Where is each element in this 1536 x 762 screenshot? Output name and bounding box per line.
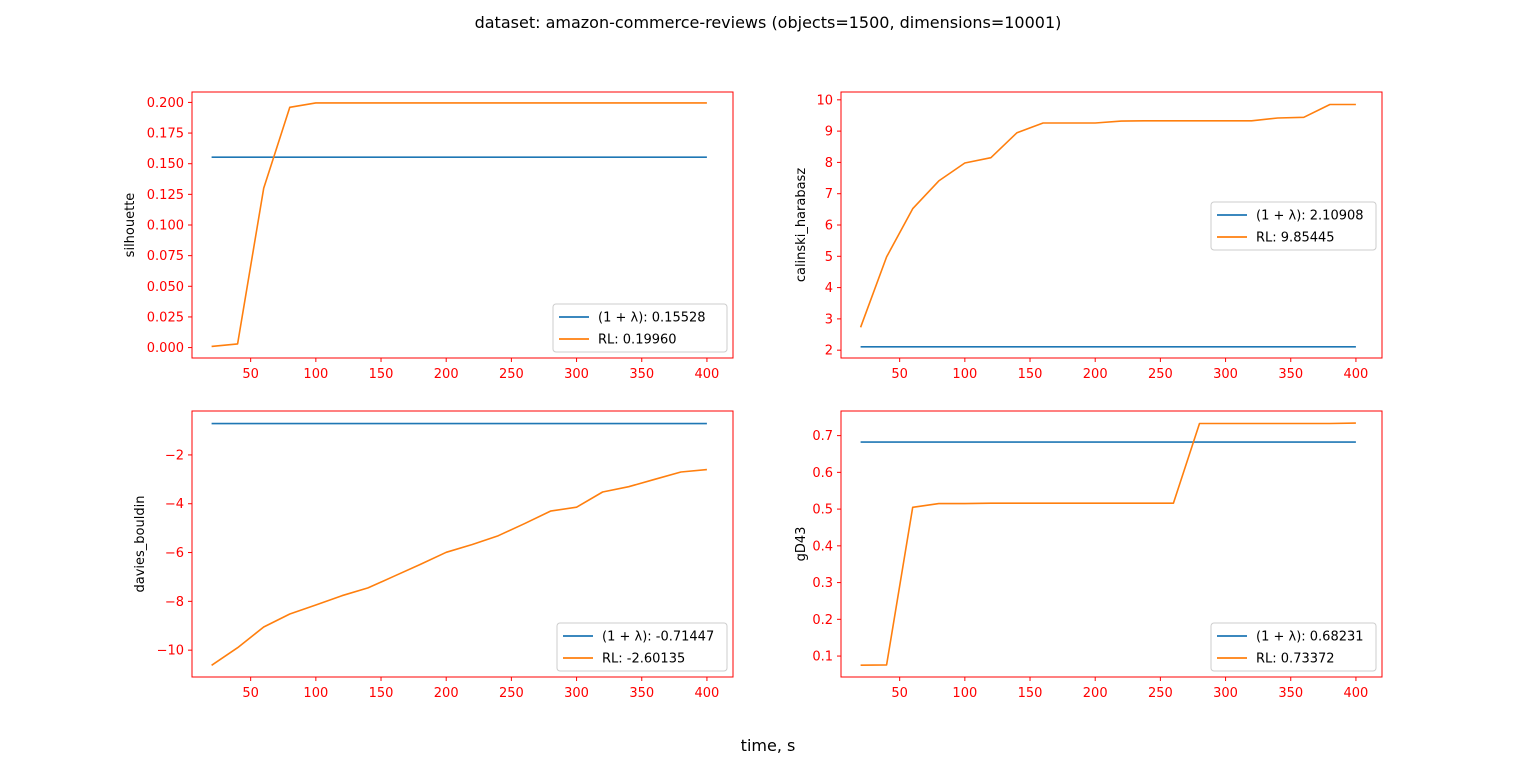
x-tick-label: 100 — [952, 367, 977, 382]
y-tick-label: 9 — [825, 125, 833, 140]
y-tick-label: 0.7 — [812, 429, 833, 444]
y-tick-label: 6 — [825, 219, 833, 234]
legend-entry: (1 + λ): 0.68231 — [1256, 630, 1364, 645]
legend: (1 + λ): 2.10908 RL: 9.85445 — [1210, 201, 1377, 251]
x-tick-label: 150 — [369, 367, 394, 382]
x-tick-label: 350 — [1278, 686, 1303, 701]
legend-entry: (1 + λ): 2.10908 — [1256, 209, 1364, 224]
x-tick-label: 150 — [369, 686, 394, 701]
x-tick-label: 250 — [499, 367, 524, 382]
x-tick-label: 350 — [629, 686, 654, 701]
y-tick-label: −6 — [165, 546, 184, 561]
y-tick-label: 0.125 — [147, 188, 184, 203]
legend: (1 + λ): 0.68231 RL: 0.73372 — [1210, 622, 1377, 672]
legend-box — [556, 622, 728, 672]
axes-frame — [840, 410, 1383, 678]
y-tick-label: 2 — [825, 344, 833, 359]
subplots: 50 100 150 200 250 300 350 4000.0000.0250.0500.… — [123, 91, 1383, 701]
x-tick-label: 400 — [1344, 686, 1369, 701]
legend: (1 + λ): 0.15528 RL: 0.19960 — [552, 303, 728, 353]
legend-entry: RL: 0.73372 — [1256, 652, 1335, 667]
x-tick-label: 250 — [1148, 686, 1173, 701]
x-tick-label: 300 — [1213, 367, 1238, 382]
legend-entry: RL: 0.19960 — [598, 333, 677, 348]
y-tick-label: 0.200 — [147, 96, 184, 111]
y-tick-label: 0.1 — [812, 650, 833, 665]
legend-box — [552, 303, 728, 353]
y-tick-label: 0.100 — [147, 219, 184, 234]
y-tick-label: 0.6 — [812, 466, 833, 481]
y-tick-label: 0.075 — [147, 249, 184, 264]
x-tick-label: 350 — [1278, 367, 1303, 382]
y-tick-label: 0.050 — [147, 280, 184, 295]
y-tick-label: −8 — [165, 595, 184, 610]
y-tick-label: 5 — [825, 250, 833, 265]
rl-series-line — [211, 468, 707, 666]
y-tick-label: 7 — [825, 187, 833, 202]
y-tick-label: 0.2 — [812, 613, 833, 628]
legend-box — [1210, 622, 1377, 672]
x-tick-label: 200 — [1083, 686, 1108, 701]
y-tick-label: −10 — [157, 644, 184, 659]
x-tick-label: 200 — [434, 686, 459, 701]
subplot-calinski_harabasz: 50 100 150 200 250 300 350 400 2 3 4 5 6 7 8 9 10 calinsk… — [794, 91, 1383, 382]
x-tick-label: 100 — [303, 686, 328, 701]
rl-series-line — [860, 422, 1356, 666]
x-tick-label: 50 — [242, 367, 259, 382]
subplot-silhouette: 50 100 150 200 250 300 350 400 0.000 0.025 0.050 0.… — [123, 91, 734, 382]
x-tick-label: 100 — [952, 686, 977, 701]
rl-series-line — [211, 102, 707, 348]
y-tick-label: 4 — [825, 281, 833, 296]
y-tick-label: 3 — [825, 312, 833, 327]
legend-box — [1210, 201, 1377, 251]
y-tick-label: 10 — [816, 93, 833, 108]
x-tick-label: 50 — [242, 686, 259, 701]
x-tick-label: 150 — [1018, 367, 1043, 382]
y-axis-label: calinski_harabasz — [794, 168, 809, 282]
x-tick-label: 150 — [1018, 686, 1043, 701]
shared-x-axis-label: time, s — [741, 736, 796, 755]
y-axis-label: gD43 — [794, 527, 809, 562]
y-tick-label: 0.175 — [147, 127, 184, 142]
y-tick-label: 0.4 — [812, 539, 833, 554]
x-tick-label: 250 — [1148, 367, 1173, 382]
y-tick-label: 0.025 — [147, 310, 184, 325]
x-tick-label: 50 — [891, 686, 908, 701]
y-tick-label: 0.150 — [147, 157, 184, 172]
y-tick-label: 0.000 — [147, 341, 184, 356]
legend: (1 + λ): -0.71447 RL: -2.60135 — [556, 622, 728, 672]
rl-series-line — [859, 103, 1356, 328]
legend-entry: RL: 9.85445 — [1256, 231, 1335, 246]
y-tick-label: −4 — [165, 497, 184, 512]
y-tick-label: 0.5 — [812, 503, 833, 518]
subplot-gD43: 50 100 150 200 250 300 350 400 0.1 0.2 0.3 0.4 0.5 0.… — [794, 410, 1383, 701]
x-tick-label: 400 — [695, 686, 720, 701]
y-axis-label: davies_bouldin — [133, 496, 148, 593]
axes-frame — [191, 410, 734, 678]
x-tick-label: 100 — [303, 367, 328, 382]
y-tick-label: −2 — [165, 448, 184, 463]
x-tick-label: 400 — [695, 367, 720, 382]
x-tick-label: 300 — [564, 367, 589, 382]
x-tick-label: 200 — [434, 367, 459, 382]
x-tick-label: 400 — [1344, 367, 1369, 382]
legend-entry: RL: -2.60135 — [602, 652, 685, 667]
x-tick-label: 200 — [1083, 367, 1108, 382]
x-tick-label: 300 — [1213, 686, 1238, 701]
x-tick-label: 350 — [629, 367, 654, 382]
x-tick-label: 50 — [891, 367, 908, 382]
y-tick-label: 0.3 — [812, 576, 833, 591]
subplot-davies_bouldin: 50 100 150 200 250 300 350 400 −10 −8 −6 −4 −2 davies… — [133, 410, 734, 701]
figure-title: dataset: amazon-commerce-reviews (object… — [475, 13, 1062, 32]
legend-entry: (1 + λ): 0.15528 — [598, 311, 706, 326]
x-tick-label: 300 — [564, 686, 589, 701]
y-axis-label: silhouette — [123, 193, 138, 258]
y-tick-label: 8 — [825, 156, 833, 171]
x-tick-label: 250 — [499, 686, 524, 701]
legend-entry: (1 + λ): -0.71447 — [602, 630, 714, 645]
